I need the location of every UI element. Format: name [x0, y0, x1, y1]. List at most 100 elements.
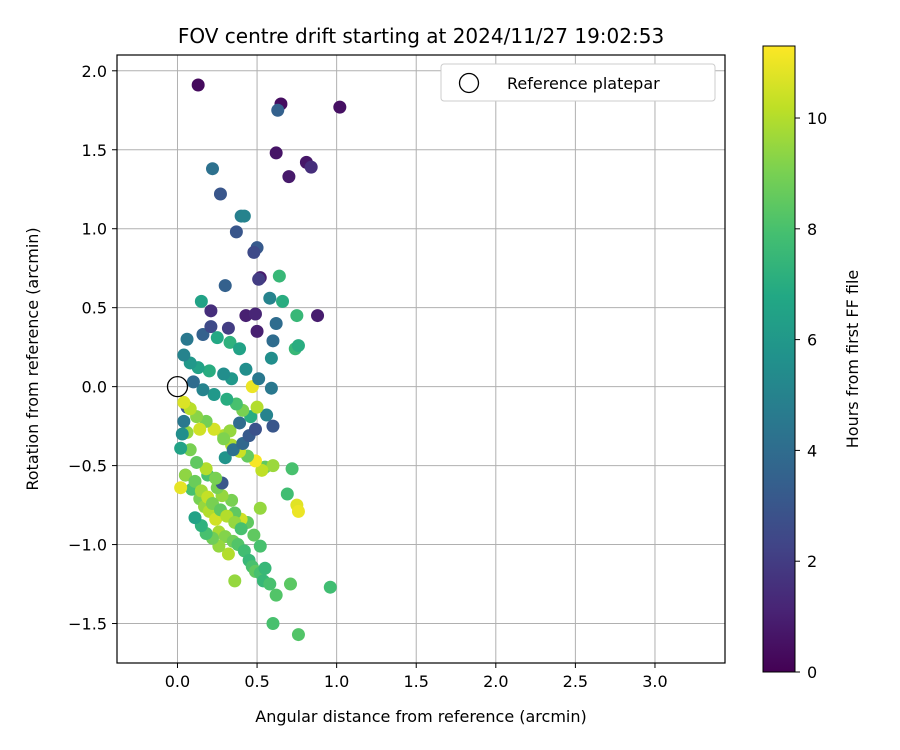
y-tick-label: −1.5	[68, 615, 107, 634]
data-point	[183, 443, 197, 457]
data-point	[196, 383, 210, 397]
data-point	[213, 187, 227, 201]
x-axis-ticks: 0.0 0.5 1.0 1.5 2.0 2.5 3.0	[165, 663, 668, 691]
data-point	[269, 588, 283, 602]
x-tick-label: 0.5	[244, 672, 269, 691]
data-point	[177, 414, 191, 428]
colorbar-ticks: 0 2 4 6 8 10	[795, 109, 827, 682]
colorbar: 0 2 4 6 8 10 Hours from first FF file	[762, 45, 862, 682]
legend: Reference platepar	[440, 63, 716, 102]
data-point	[255, 463, 269, 477]
data-point	[247, 245, 261, 259]
data-point	[191, 78, 205, 92]
x-tick-label: 2.0	[483, 672, 508, 691]
y-tick-label: 2.0	[82, 62, 107, 81]
grid	[117, 55, 725, 663]
data-point	[174, 441, 188, 455]
data-point	[188, 511, 202, 525]
x-tick-label: 1.5	[403, 672, 428, 691]
data-point	[202, 364, 216, 378]
data-point	[304, 160, 318, 174]
data-point	[276, 294, 290, 308]
data-point	[266, 459, 280, 473]
data-point	[218, 279, 232, 293]
data-point	[186, 375, 200, 389]
data-point	[218, 451, 232, 465]
x-tick-label: 3.0	[642, 672, 667, 691]
y-tick-label: −1.0	[68, 536, 107, 555]
data-point	[250, 400, 264, 414]
data-point	[266, 334, 280, 348]
data-point	[237, 209, 251, 223]
data-point	[229, 225, 243, 239]
data-point	[196, 328, 210, 342]
y-tick-label: 1.5	[82, 141, 107, 160]
data-point	[291, 504, 305, 518]
colorbar-label: Hours from first FF file	[843, 270, 862, 449]
x-tick-label: 0.0	[165, 672, 190, 691]
data-point	[280, 487, 294, 501]
y-tick-label: −0.5	[68, 457, 107, 476]
colorbar-tick-label: 10	[807, 109, 827, 128]
data-point	[234, 522, 248, 536]
data-point	[247, 528, 261, 542]
data-point	[311, 309, 325, 323]
data-point	[272, 269, 286, 283]
data-point	[253, 501, 267, 515]
data-point	[250, 324, 264, 338]
colorbar-tick-label: 4	[807, 441, 817, 460]
chart-title: FOV centre drift starting at 2024/11/27 …	[178, 24, 664, 48]
data-point	[210, 331, 224, 345]
data-point	[233, 416, 247, 430]
data-point	[204, 304, 218, 318]
colorbar-tick-label: 2	[807, 552, 817, 571]
data-point	[239, 362, 253, 376]
data-point	[207, 422, 221, 436]
data-point	[291, 628, 305, 642]
data-point	[264, 381, 278, 395]
data-point	[258, 561, 272, 575]
data-point	[333, 100, 347, 114]
colorbar-tick-label: 0	[807, 663, 817, 682]
data-point	[282, 170, 296, 184]
legend-entry-reference: Reference platepar	[507, 74, 660, 93]
data-point	[226, 443, 240, 457]
y-tick-label: 0.0	[82, 378, 107, 397]
data-point	[290, 309, 304, 323]
data-point	[207, 388, 221, 402]
data-point	[252, 372, 266, 386]
data-point	[204, 320, 218, 334]
y-tick-label: 1.0	[82, 220, 107, 239]
plot-frame	[116, 54, 726, 664]
data-point	[248, 422, 262, 436]
reference-point	[166, 375, 189, 398]
data-point	[178, 468, 192, 482]
data-point	[266, 419, 280, 433]
data-point	[194, 294, 208, 308]
data-point	[175, 427, 189, 441]
data-point	[239, 309, 253, 323]
data-point	[190, 455, 204, 469]
data-point	[174, 481, 188, 495]
legend-box	[440, 63, 716, 102]
y-axis-label: Rotation from reference (arcmin)	[23, 227, 42, 490]
data-point	[291, 339, 305, 353]
data-point	[252, 272, 266, 286]
colorbar-gradient	[762, 45, 796, 673]
data-point	[205, 162, 219, 176]
data-point	[228, 574, 242, 588]
data-point	[193, 422, 207, 436]
data-point	[283, 577, 297, 591]
data-point	[217, 432, 231, 446]
x-tick-label: 2.5	[563, 672, 588, 691]
data-point	[266, 617, 280, 631]
data-point	[220, 392, 234, 406]
data-point	[223, 335, 237, 349]
data-point	[180, 332, 194, 346]
data-point	[248, 307, 262, 321]
data-point	[260, 408, 274, 422]
data-point	[271, 103, 285, 117]
data-point	[263, 577, 277, 591]
data-point	[264, 351, 278, 365]
